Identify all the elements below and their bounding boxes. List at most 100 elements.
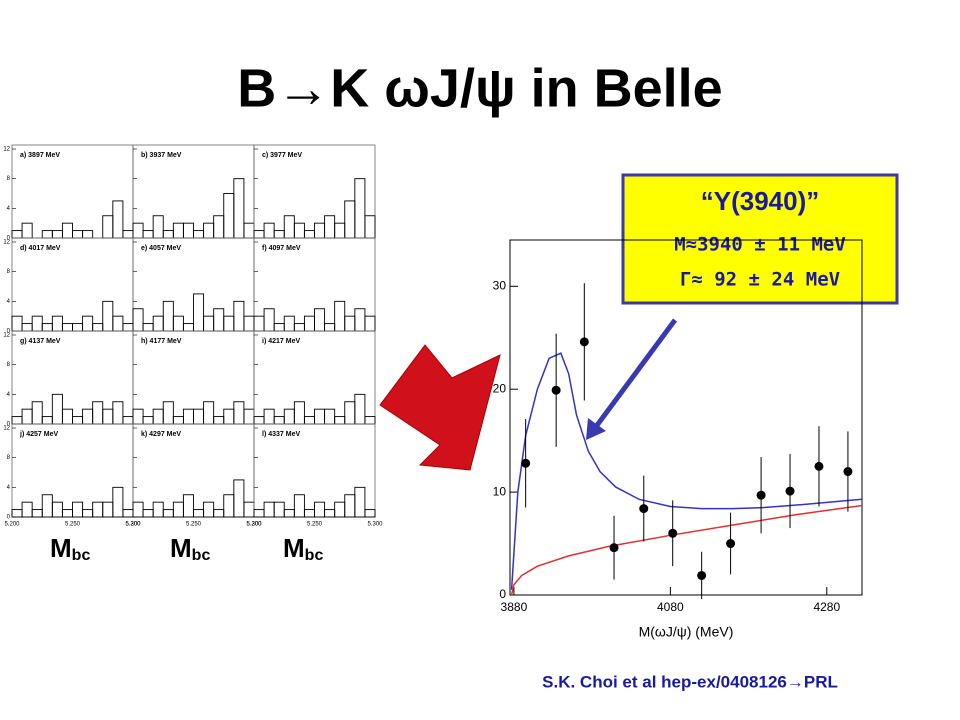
hist-bin bbox=[293, 401, 305, 425]
hist-bin bbox=[142, 509, 154, 518]
pointer-arrow-head bbox=[586, 418, 606, 440]
annotation-title: “Y(3940)” bbox=[701, 186, 820, 216]
hist-bin bbox=[364, 509, 376, 518]
hist-bin bbox=[364, 215, 376, 239]
data-point bbox=[726, 539, 736, 549]
data-point bbox=[668, 528, 678, 538]
plot-frame bbox=[509, 239, 863, 596]
hist-bin bbox=[283, 408, 295, 425]
hist-bin bbox=[253, 509, 265, 518]
y-tick-label: 30 bbox=[493, 278, 507, 292]
hist-bin bbox=[253, 230, 265, 239]
panel-label: i) 4217 MeV bbox=[262, 338, 300, 345]
panel-y-tick-label: 4 bbox=[7, 206, 11, 212]
hist-bin bbox=[324, 408, 336, 425]
hist-bin bbox=[263, 308, 275, 332]
hist-bin bbox=[303, 509, 315, 518]
pointer-arrow bbox=[592, 318, 678, 430]
panel-label: l) 4337 MeV bbox=[262, 431, 300, 438]
mbc-label: Mbc bbox=[50, 533, 90, 564]
panel-x-tick-label: 5.250 bbox=[307, 522, 323, 528]
hist-bin bbox=[102, 408, 114, 425]
hist-bin bbox=[61, 408, 73, 425]
panel-y-tick-label: 12 bbox=[3, 426, 10, 432]
hist-bin bbox=[303, 315, 315, 332]
hist-bin bbox=[112, 315, 124, 332]
hist-bin bbox=[273, 230, 285, 239]
hist-bin bbox=[41, 230, 53, 239]
hist-bin bbox=[223, 494, 235, 518]
hist-bin bbox=[152, 408, 164, 425]
hist-bin bbox=[223, 315, 235, 332]
hist-bin bbox=[172, 315, 184, 332]
hist-bin bbox=[82, 230, 94, 239]
hist-bin bbox=[283, 509, 295, 518]
mbc-label: Mbc bbox=[170, 533, 210, 564]
hist-bin bbox=[213, 416, 225, 425]
panel-x-tick-label: 5.300 bbox=[125, 522, 141, 528]
hist-bin bbox=[51, 230, 63, 239]
hist-bin bbox=[334, 300, 346, 332]
hist-bin bbox=[233, 479, 245, 518]
hist-bin bbox=[142, 323, 154, 332]
hist-bin bbox=[193, 509, 205, 518]
panel-y-tick-label: 8 bbox=[7, 362, 11, 368]
hist-bin bbox=[253, 416, 265, 425]
hist-bin bbox=[253, 315, 265, 332]
panel-label: f) 4097 MeV bbox=[262, 245, 301, 252]
panel-y-tick-label: 12 bbox=[3, 240, 10, 246]
hist-bin bbox=[193, 408, 205, 425]
hist-bin bbox=[213, 509, 225, 518]
hist-bin bbox=[72, 323, 84, 332]
mbc-main: M bbox=[283, 533, 305, 563]
hist-bin bbox=[263, 408, 275, 425]
hist-bin bbox=[122, 509, 134, 518]
mbc-main: M bbox=[170, 533, 192, 563]
x-tick-label: 4080 bbox=[657, 600, 684, 614]
hist-bin bbox=[82, 315, 94, 332]
hist-bin bbox=[112, 486, 124, 518]
hist-bin bbox=[193, 293, 205, 332]
hist-bin bbox=[182, 222, 194, 239]
hist-bin bbox=[293, 323, 305, 332]
panel-y-tick-label: 8 bbox=[7, 455, 11, 461]
hist-bin bbox=[21, 501, 33, 518]
hist-bin bbox=[61, 323, 73, 332]
hist-bin bbox=[41, 323, 53, 332]
hist-bin bbox=[334, 501, 346, 518]
data-point bbox=[756, 490, 766, 500]
x-tick-label: 4280 bbox=[813, 600, 840, 614]
hist-bin bbox=[182, 408, 194, 425]
data-point bbox=[609, 543, 619, 553]
hist-bin bbox=[324, 509, 336, 518]
hist-bin bbox=[41, 494, 53, 518]
panel-x-tick-label: 5.200 bbox=[125, 522, 141, 528]
hist-bin bbox=[263, 501, 275, 518]
hist-bin bbox=[273, 323, 285, 332]
data-point bbox=[639, 504, 649, 514]
charts: a) 3897 MeV 0 4 8 12 b) 3937 MeV c) 3977 MeV d)… bbox=[3, 144, 863, 640]
hist-bin bbox=[132, 308, 144, 332]
hist-bin bbox=[213, 308, 225, 332]
hist-bin bbox=[354, 393, 366, 425]
panel-y-tick-label: 8 bbox=[7, 269, 11, 275]
hist-bin bbox=[102, 300, 114, 332]
y-tick-label: 0 bbox=[499, 587, 506, 601]
panel-y-tick-label: 12 bbox=[3, 147, 10, 153]
panel-label: b) 3937 MeV bbox=[141, 152, 182, 159]
panel-x-tick-label: 5.300 bbox=[367, 522, 383, 528]
hist-bin bbox=[293, 494, 305, 518]
hist-bin bbox=[314, 222, 326, 239]
hist-bin bbox=[233, 300, 245, 332]
hist-bin bbox=[11, 230, 23, 239]
citation: S.K. Choi et al hep-ex/0408126→PRL bbox=[542, 672, 838, 691]
hist-bin bbox=[263, 222, 275, 239]
hist-bin bbox=[82, 509, 94, 518]
panel-frame bbox=[11, 237, 134, 332]
hist-bin bbox=[303, 416, 315, 425]
panel-y-tick-label: 0 bbox=[7, 422, 11, 428]
hist-bin bbox=[203, 501, 215, 518]
hist-bin bbox=[203, 315, 215, 332]
panel-label: c) 3977 MeV bbox=[262, 152, 302, 159]
panel-y-tick-label: 0 bbox=[7, 515, 11, 521]
